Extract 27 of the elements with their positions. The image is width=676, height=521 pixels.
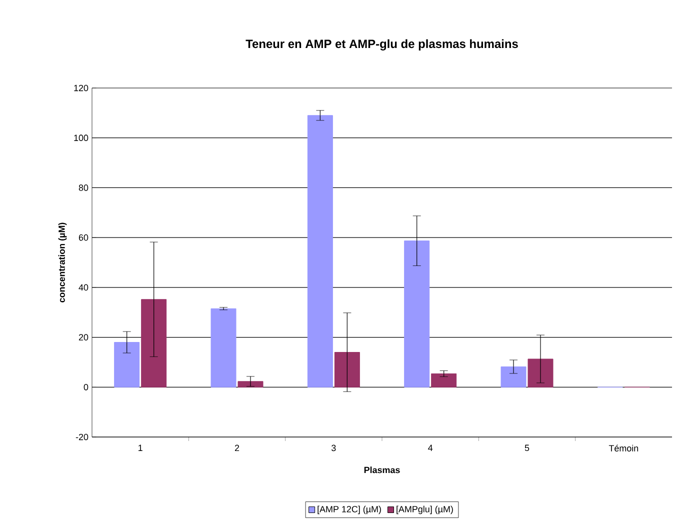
x-tick-label: Témoin	[608, 444, 638, 452]
x-tick-label: 5	[524, 444, 530, 452]
bar	[431, 373, 457, 388]
y-tick-label: 20	[78, 334, 88, 340]
legend-label: [AMP 12C] (µM)	[318, 506, 381, 514]
x-tick-label: 3	[332, 444, 336, 452]
x-tick-label: 1	[138, 444, 142, 451]
chart-title: Teneur en AMP et AMP-glu de plasmas humains	[246, 39, 518, 50]
bar	[307, 115, 333, 388]
x-tick-label: 4	[428, 444, 433, 451]
x-axis-title: Plasmas	[364, 466, 400, 474]
y-tick-label: 120	[74, 84, 88, 92]
y-tick-label: 60	[78, 234, 88, 241]
bar	[404, 240, 430, 388]
y-axis-title: concentration (µM)	[58, 222, 67, 302]
y-tick-label: -20	[76, 434, 88, 440]
legend-label: [AMPglu] (µM)	[396, 506, 453, 514]
x-tick-label: 2	[234, 444, 240, 452]
bar	[334, 352, 360, 388]
bar	[210, 308, 236, 388]
y-tick-label: 40	[78, 284, 88, 291]
y-tick-label: 80	[78, 184, 88, 191]
bar	[500, 366, 526, 388]
y-tick-label: 100	[74, 134, 88, 142]
bar	[114, 342, 140, 388]
bar	[238, 381, 264, 388]
y-tick-label: 0	[84, 384, 88, 390]
